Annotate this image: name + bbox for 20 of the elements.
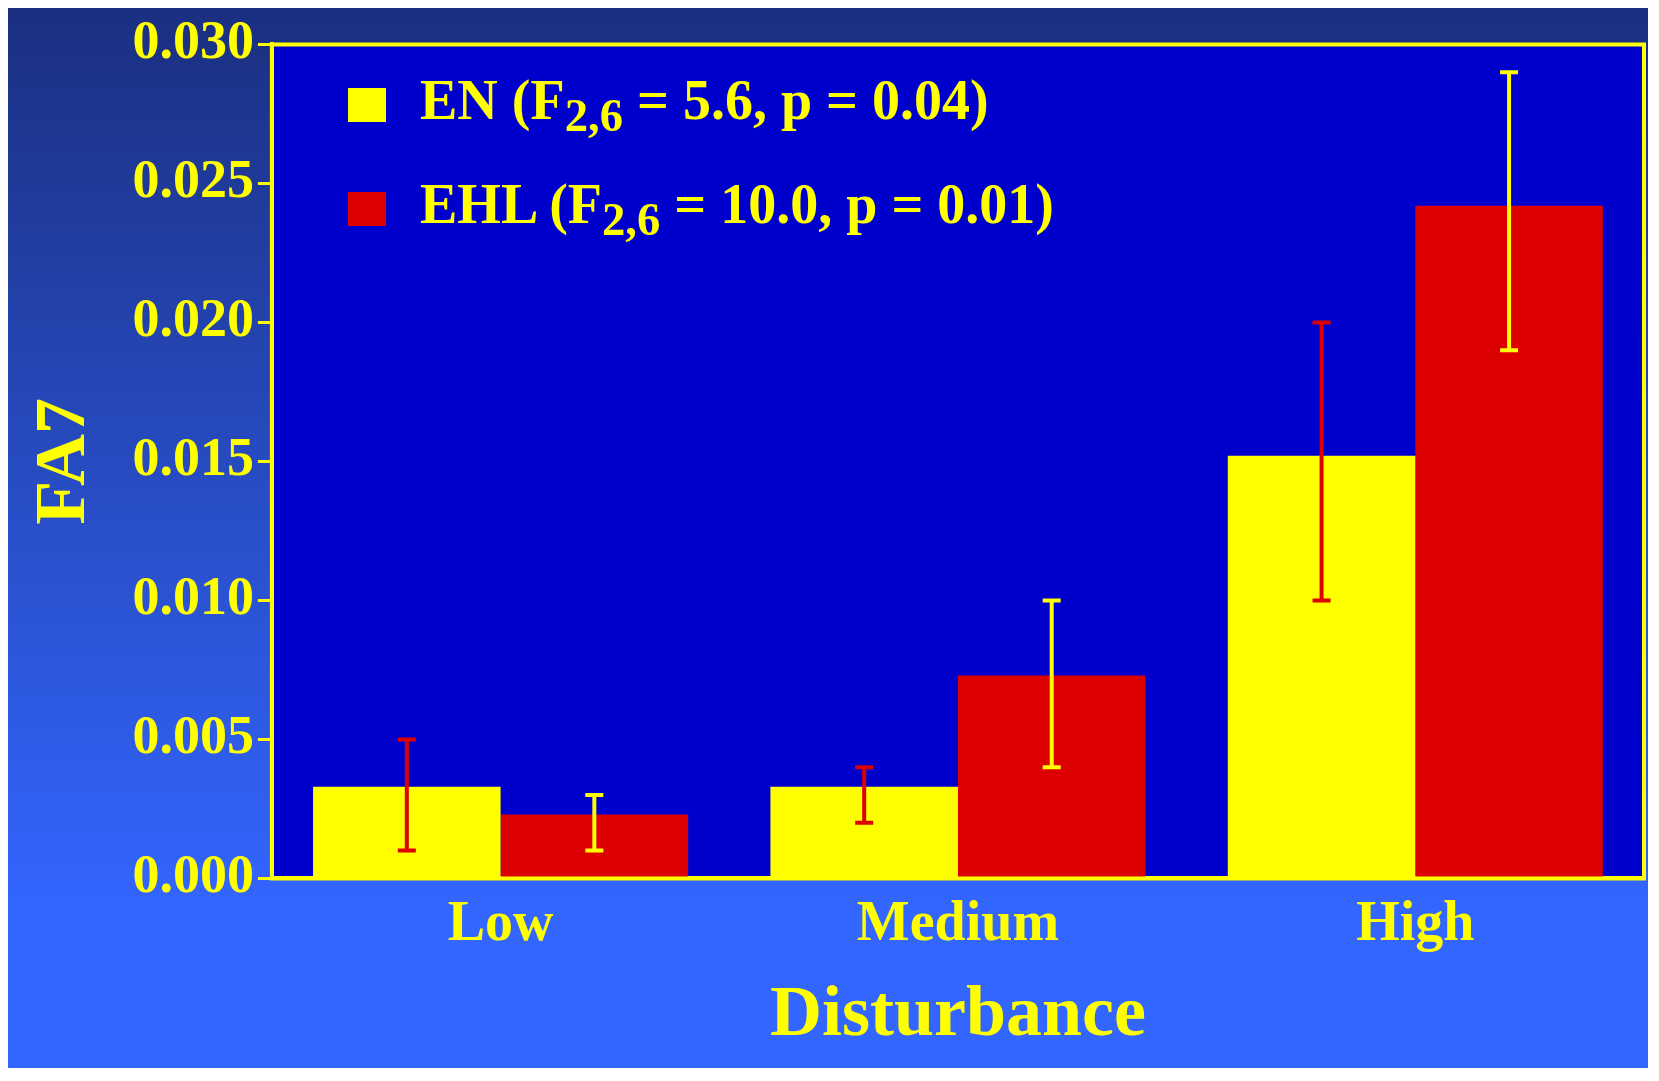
- x-tick-label: High: [1356, 890, 1475, 953]
- x-tick-label: Medium: [856, 890, 1060, 953]
- bar: [1227, 455, 1416, 877]
- bar: [313, 786, 501, 877]
- y-tick-label: 0.025: [132, 149, 254, 210]
- legend-label: EN (F$_{2,6}$ = 5.6, p = 0.04): [420, 68, 989, 143]
- y-tick-label: 0.030: [132, 10, 254, 71]
- x-axis-title: Disturbance: [769, 971, 1146, 1052]
- y-tick-label: 0.010: [132, 566, 254, 627]
- legend-label: EHL (F$_{2,6}$ = 10.0, p = 0.01): [420, 172, 1054, 247]
- bar: [500, 814, 689, 877]
- y-tick-label: 0.015: [132, 427, 254, 488]
- x-tick-label: Low: [447, 890, 555, 953]
- y-axis-title: FA7: [19, 398, 100, 525]
- y-tick-label: 0.005: [132, 705, 254, 766]
- bar: [770, 786, 958, 877]
- bar: [1415, 205, 1603, 877]
- y-tick-label: 0.020: [132, 288, 254, 349]
- bar: [957, 675, 1146, 877]
- y-tick-label: 0.000: [132, 844, 254, 905]
